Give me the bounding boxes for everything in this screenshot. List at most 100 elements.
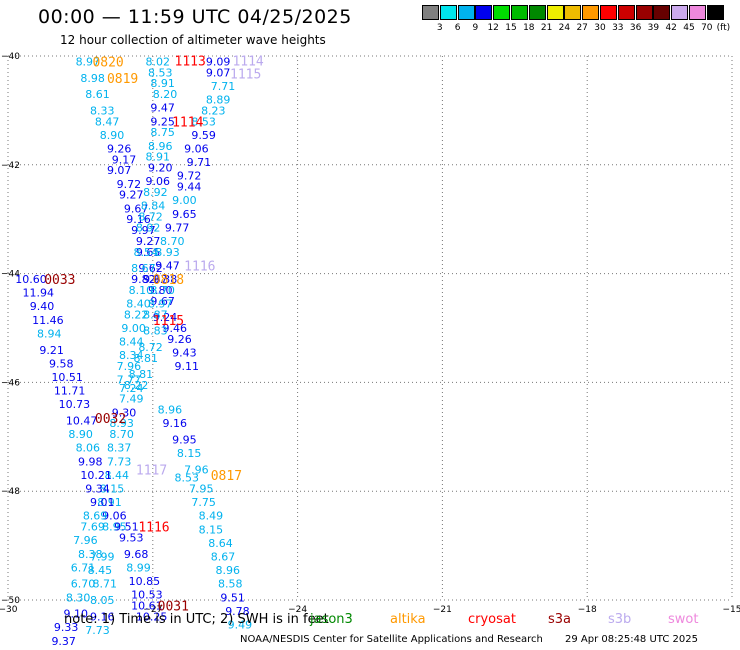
colorbar-label: 33	[612, 23, 624, 33]
colorbar-label: 9	[472, 23, 479, 33]
swh-value: 9.49	[228, 618, 253, 631]
swh-value: 7.75	[191, 496, 216, 509]
swh-value: 10.25	[136, 610, 168, 623]
swh-value: 8.91	[150, 77, 175, 90]
swh-value: 9.38	[153, 273, 178, 286]
legend-cryosat: cryosat	[468, 612, 516, 627]
swh-value: 7.99	[90, 550, 115, 563]
pass-time-label: 1114	[172, 115, 203, 130]
swh-value: 8.34	[119, 349, 144, 362]
swh-value: 9.53	[119, 531, 144, 544]
legend-swot: swot	[668, 612, 699, 627]
swh-value: 8.99	[126, 561, 150, 574]
swh-value: 9.71	[187, 156, 212, 169]
colorbar-swatch	[422, 5, 439, 20]
pass-time-label: 1115	[230, 67, 261, 82]
swh-value: 10.47	[66, 414, 98, 427]
swh-value: 8.58	[218, 578, 243, 591]
colorbar-swatch	[706, 5, 724, 20]
swh-value: 9.11	[175, 360, 200, 373]
swh-value: 8.90	[100, 129, 125, 142]
swh-value: 8.93	[155, 246, 180, 259]
colorbar-label: 15	[505, 23, 517, 33]
swh-value: 8.15	[100, 482, 125, 495]
swh-value: 9.40	[30, 300, 55, 313]
swh-value: 8.49	[199, 510, 224, 523]
swh-value: 8.64	[208, 537, 233, 550]
colorbar-label: 70	[701, 23, 713, 33]
swh-value: 8.61	[85, 88, 110, 101]
swh-value: 8.69	[83, 510, 108, 523]
swh-value: 8.20	[153, 88, 178, 101]
swh-value: 8.06	[76, 442, 101, 455]
x-tick-label: −21	[433, 605, 452, 615]
y-tick-label: −48	[1, 487, 20, 497]
y-tick-label: −46	[1, 378, 20, 388]
swh-value: 8.70	[150, 284, 175, 297]
swh-value: 8.94	[37, 327, 62, 340]
swh-value: 6.70	[71, 578, 96, 591]
swh-value: 8.87	[143, 308, 168, 321]
colorbar-swatch	[582, 5, 600, 20]
swh-value: 8.30	[66, 591, 91, 604]
swh-value: 9.09	[206, 55, 231, 68]
x-tick-label: −27	[143, 605, 162, 615]
axis-ticks: −30 −27 −24 −21 −18 −15 −40 −42 −44 −46 −48 −50	[0, 52, 740, 615]
swh-value: 10.73	[59, 398, 91, 411]
swh-value: 9.37	[51, 635, 76, 648]
swh-value: 9.98	[78, 455, 103, 468]
swh-value: 9.51	[114, 521, 139, 534]
swh-value: 9.25	[150, 115, 175, 128]
swh-value: 7.95	[189, 482, 214, 495]
swh-value: 8.93	[109, 417, 134, 430]
swh-value: 8.97	[148, 298, 173, 311]
swh-value: 8.53	[148, 66, 173, 79]
swh-value: 9.80	[148, 284, 173, 297]
swh-value: 9.07	[206, 66, 231, 79]
y-tick-label: −42	[1, 161, 20, 171]
swh-value: 9.34	[85, 482, 110, 495]
y-tick-label: −44	[1, 270, 20, 280]
swh-value: 11.94	[22, 287, 54, 300]
swh-value: 9.62	[138, 262, 163, 275]
swh-value: 9.01	[90, 496, 115, 509]
swh-value: 8.83	[143, 325, 168, 338]
swh-value: 8.40	[126, 298, 150, 311]
colorbar-label: 3	[436, 23, 443, 33]
pass-time-label: 0031	[158, 599, 189, 614]
colorbar-swatch	[457, 5, 475, 20]
swh-value: 9.82	[131, 273, 156, 286]
swh-value: 9.67	[143, 273, 168, 286]
swh-value: 9.21	[39, 344, 64, 357]
swh-value: 8.97	[76, 55, 101, 68]
swh-value: 8.44	[105, 469, 129, 482]
colorbar-label: 6	[454, 23, 461, 33]
swh-value: 10.60	[15, 273, 46, 286]
colorbar-swatch	[493, 5, 511, 20]
pass-time-label: 1114	[232, 54, 263, 69]
swh-value: 9.10	[64, 608, 89, 621]
swh-value: 8.54	[133, 246, 158, 259]
legend-s3b: s3b	[608, 612, 632, 627]
swh-value: 8.72	[138, 341, 163, 354]
swh-value: 8.96	[148, 140, 173, 153]
pass-time-label: 0820	[92, 55, 123, 70]
swh-value: 9.95	[172, 434, 197, 447]
swh-value: 9.33	[54, 621, 79, 634]
swh-value: 8.33	[90, 104, 115, 117]
colorbar-swatch	[600, 5, 617, 20]
swh-value: 7.71	[211, 80, 236, 93]
y-tick-label: −50	[1, 596, 20, 606]
colorbar-swatch	[528, 5, 546, 20]
swh-points: 8.978.988.618.338.478.909.269.179.079.72…	[15, 55, 252, 647]
legend-altika: altika	[390, 612, 426, 627]
pass-time-label: 1116	[184, 259, 215, 274]
colorbar-swatch	[635, 5, 653, 20]
swh-value: 9.68	[124, 548, 149, 561]
swh-value: 8.89	[206, 94, 231, 107]
swh-value: 9.00	[172, 194, 197, 207]
swh-value: 9.78	[225, 605, 250, 618]
swh-value: 9.27	[136, 235, 161, 248]
swh-value: 8.67	[211, 550, 236, 563]
swh-value: 8.22	[124, 308, 149, 321]
